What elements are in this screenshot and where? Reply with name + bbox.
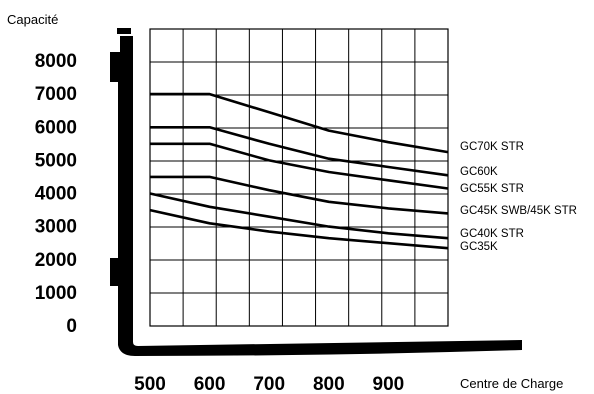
- series-lines: [149, 92, 449, 250]
- series-line-5: [149, 208, 449, 250]
- y-axis-title: Capacité: [7, 12, 58, 27]
- series-label: GC40K STR: [460, 228, 524, 240]
- series-line-0: [150, 92, 449, 154]
- y-tick-label: 8000: [35, 51, 77, 72]
- series-label: GC45K SWB/45K STR: [460, 205, 577, 217]
- plot-grid: [149, 28, 449, 327]
- y-tick-label: 7000: [35, 84, 77, 105]
- series-label: GC60K: [460, 166, 498, 178]
- x-tick-label: 500: [134, 374, 166, 394]
- y-tick-label: 4000: [35, 184, 77, 205]
- y-tick-label: 5000: [35, 150, 77, 171]
- y-tick-label: 2000: [35, 250, 77, 271]
- series-line-2: [150, 142, 449, 190]
- forklift-axis-shape: [110, 28, 522, 356]
- series-line-4: [149, 192, 449, 240]
- series-line-1: [150, 126, 449, 177]
- x-tick-label: 700: [253, 374, 285, 394]
- y-tick-label: 1000: [35, 283, 77, 304]
- x-tick-label: 600: [194, 374, 226, 394]
- x-tick-label: 800: [313, 374, 345, 394]
- series-labels: GC70K STR GC60K GC55K STR GC45K SWB/45K STR…: [460, 141, 577, 253]
- series-label: GC70K STR: [460, 141, 524, 153]
- series-label: GC55K STR: [460, 183, 524, 195]
- y-tick-label: 3000: [35, 217, 77, 238]
- mast-top-cap: [117, 28, 131, 34]
- series-label: GC35K: [460, 241, 498, 253]
- x-axis-title: Centre de Charge: [460, 376, 563, 391]
- x-tick-label: 900: [373, 374, 405, 394]
- y-tick-label: 6000: [35, 117, 77, 138]
- y-tick-labels: 8000 7000 6000 5000 4000 3000 2000 1000 0: [35, 51, 77, 337]
- y-tick-label: 0: [66, 316, 77, 337]
- x-tick-labels: 500 600 700 800 900: [134, 374, 404, 394]
- series-line-3: [150, 175, 449, 215]
